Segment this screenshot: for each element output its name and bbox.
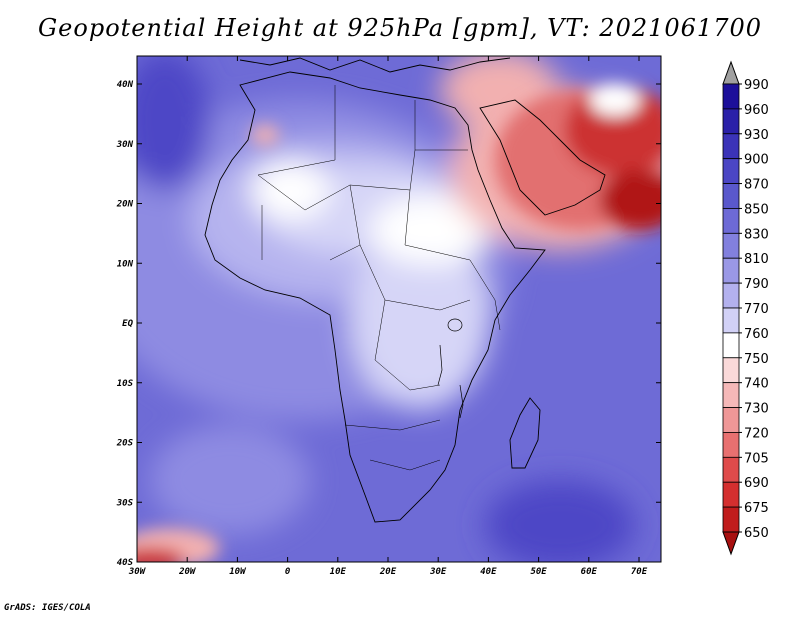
- longitude-axis: 30W 20W 10W 0 10E 20E 30E 40E 50E 60E 70E: [128, 56, 648, 577]
- field-region-plateau: [590, 84, 640, 116]
- colorbar-label: 705: [744, 451, 769, 466]
- border-line: [344, 419, 441, 431]
- colorbar-label: 830: [744, 227, 769, 242]
- field-region-sudan: [370, 195, 490, 265]
- lon-label: 50E: [530, 567, 547, 577]
- colorbar-swatch: [722, 382, 740, 408]
- country-borders: [257, 85, 501, 471]
- field-region-atlantic-high: [137, 56, 210, 190]
- lon-label: 0: [285, 567, 291, 577]
- height-field: [137, 56, 661, 562]
- lat-label: 30N: [116, 140, 134, 150]
- lake-malawi: [459, 384, 464, 419]
- field-region-south-atlantic: [150, 425, 310, 535]
- colorbar-label: 960: [744, 103, 769, 118]
- field-region-indian-high: [485, 480, 635, 562]
- lon-label: 60E: [581, 567, 598, 577]
- lon-label: 40E: [480, 567, 497, 577]
- lakes: [437, 318, 464, 419]
- colorbar-swatch: [722, 332, 740, 359]
- border-line: [374, 299, 441, 391]
- border-line: [257, 149, 468, 211]
- lon-label: 10E: [330, 567, 347, 577]
- colorbar-label: 850: [744, 202, 769, 217]
- lat-label: 10N: [117, 259, 134, 269]
- colorbar-label: 810: [744, 252, 769, 267]
- colorbar-label: 990: [744, 78, 769, 93]
- colorbar-swatch: [722, 407, 740, 433]
- africa-coastline: [204, 71, 546, 523]
- colorbar-swatch: [722, 456, 740, 483]
- colorbar-swatch: [722, 307, 740, 334]
- colorbar-swatch: [722, 506, 740, 533]
- colorbar-swatch: [722, 158, 740, 184]
- grads-credit: GrADS: IGES/COLA: [4, 603, 91, 613]
- field-region-atlas: [251, 125, 279, 145]
- colorbar-swatch: [722, 208, 740, 234]
- colorbar: 990 960 930 900 870 850 830 810 790 770 760 750 740 7…: [722, 60, 769, 556]
- lon-label: 20E: [379, 567, 397, 577]
- lon-label: 20W: [178, 567, 197, 577]
- lat-label: 10S: [117, 379, 134, 389]
- latitude-axis: 40N 30N 20N 10N EQ 10S 20S 30S 40S: [116, 80, 661, 568]
- colorbar-top-arrow: [722, 60, 740, 85]
- colorbar-swatch: [722, 432, 740, 458]
- lat-label: 40N: [117, 80, 134, 90]
- lake-tanganyika: [437, 344, 443, 386]
- colorbar-swatch: [722, 282, 740, 309]
- lon-label: 30E: [429, 567, 447, 577]
- lon-label: 70E: [631, 567, 648, 577]
- colorbar-label: 720: [744, 426, 769, 441]
- field-region-west-sahara: [250, 160, 330, 220]
- colorbar-swatch: [722, 232, 740, 259]
- border-line: [257, 85, 336, 176]
- lake-victoria: [447, 318, 463, 332]
- madagascar-coast: [509, 397, 541, 469]
- colorbar-label: 790: [744, 277, 769, 292]
- plot-frame: [136, 55, 662, 563]
- map-title: Geopotential Height at 925hPa [gpm], VT:…: [38, 14, 762, 42]
- colorbar-label: 930: [744, 128, 769, 143]
- border-line: [469, 259, 501, 331]
- field-region-southern-low: [137, 548, 185, 562]
- europe-coast: [239, 57, 511, 73]
- colorbar-label: 650: [744, 526, 769, 541]
- colorbar-swatch: [722, 183, 740, 209]
- lat-label: 30S: [116, 498, 134, 508]
- colorbar-label: 730: [744, 402, 769, 417]
- colorbar-label: 870: [744, 178, 769, 193]
- border-line: [359, 244, 471, 311]
- colorbar-label: 900: [744, 153, 769, 168]
- colorbar-label: 750: [744, 352, 769, 367]
- lon-label: 30W: [128, 567, 147, 577]
- colorbar-swatch: [722, 357, 740, 384]
- coastlines: [204, 57, 606, 523]
- lat-label: EQ: [122, 319, 133, 329]
- arabia-coast: [479, 99, 606, 216]
- colorbar-swatch: [722, 108, 740, 135]
- colorbar-label: 770: [744, 302, 769, 317]
- colorbar-swatch: [722, 133, 740, 160]
- border-line: [404, 189, 471, 261]
- colorbar-swatch: [722, 257, 740, 284]
- colorbar-label: 675: [744, 501, 769, 516]
- border-line: [369, 459, 441, 471]
- colorbar-bottom-arrow: [722, 531, 740, 556]
- colorbar-label: 760: [744, 327, 769, 342]
- lat-label: 40S: [117, 558, 134, 568]
- field-region-pakistan-heat: [600, 170, 661, 230]
- colorbar-swatch: [722, 481, 740, 508]
- colorbar-label: 740: [744, 377, 769, 392]
- colorbar-label: 690: [744, 476, 769, 491]
- lon-label: 10W: [229, 567, 247, 577]
- colorbar-swatch: [722, 83, 740, 110]
- lat-label: 20N: [116, 200, 134, 210]
- field-region-central-africa: [350, 230, 490, 410]
- lat-label: 20S: [116, 439, 134, 449]
